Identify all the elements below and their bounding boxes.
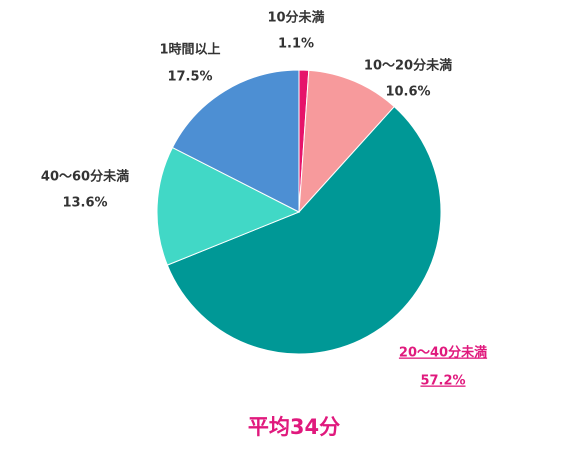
value-label: 57.2% [420,374,465,389]
slice-label: 10分未満 [267,10,324,26]
slice-label: 40〜60分未満 [41,169,129,185]
value-label: 10.6% [385,85,430,100]
pie-slice [156,146,301,266]
slice-label: 20〜40分未満 [399,345,487,361]
slice-label: 10〜20分未満 [364,58,452,74]
pie-slice [298,69,395,214]
pie-slice [171,69,300,213]
value-label: 13.6% [62,196,107,211]
pie-slice [166,105,442,355]
value-label: 17.5% [167,70,212,85]
slice-label: 1時間以上 [159,42,220,58]
average-note: 平均34分 [248,415,340,439]
value-label: 1.1% [278,37,314,52]
